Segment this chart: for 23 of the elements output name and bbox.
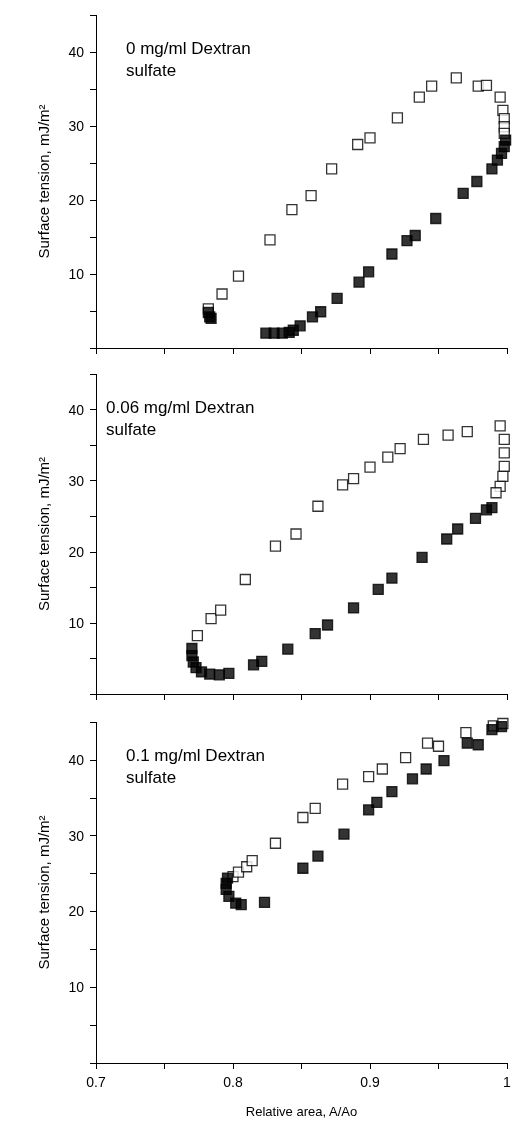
- y-tick-label: 20: [68, 543, 85, 560]
- y-tick-label: 30: [68, 118, 85, 134]
- y-tick-label: 20: [68, 192, 85, 208]
- y-axis-title: Surface tension, mJ/m²: [35, 104, 52, 259]
- y-tick-label: 40: [68, 401, 85, 418]
- y-tick-label: 30: [68, 827, 85, 844]
- y-tick-label: 10: [68, 979, 85, 996]
- annotation: 0.06 mg/ml Dextran sulfate: [106, 397, 260, 439]
- y-tick-label: 20: [68, 903, 85, 920]
- annotation: 0.1 mg/ml Dextran sulfate: [126, 745, 270, 787]
- y-tick-label: 40: [68, 751, 85, 768]
- y-tick-label: 30: [68, 472, 85, 489]
- x-tick-label: 0.8: [223, 1074, 243, 1090]
- y-tick-label: 40: [68, 44, 85, 60]
- x-tick-label: 0.9: [360, 1074, 380, 1090]
- y-tick-label: 10: [68, 614, 85, 631]
- y-axis-title: Surface tension, mJ/m²: [35, 456, 52, 612]
- annotation: 0 mg/ml Dextran sulfate: [126, 38, 256, 80]
- y-axis-title: Surface tension, mJ/m²: [35, 815, 52, 970]
- y-tick-label: 10: [68, 266, 85, 282]
- x-tick-label: 1: [503, 1074, 512, 1090]
- x-tick-label: 0.7: [86, 1074, 106, 1090]
- x-axis-title: Relative area, A/Ao: [245, 1104, 358, 1119]
